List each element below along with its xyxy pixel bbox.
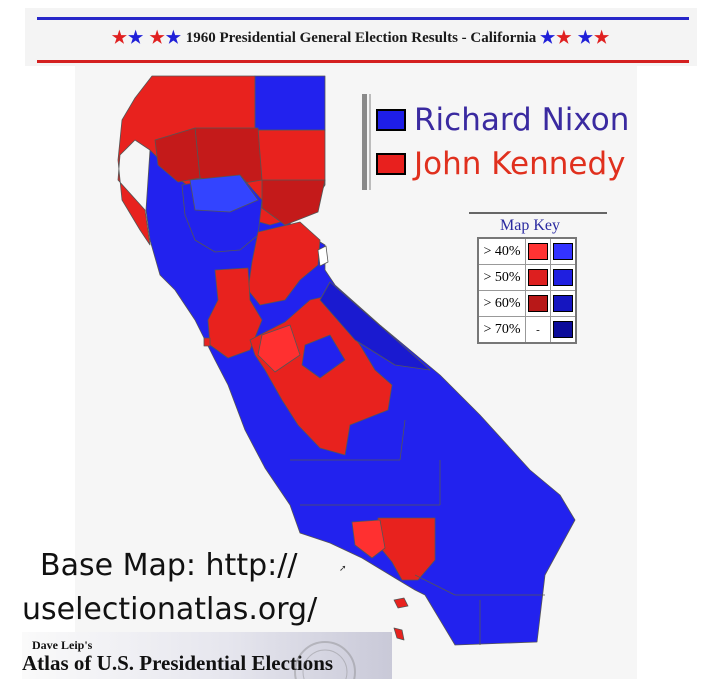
county-trinity (154, 127, 201, 183)
island-santa-catalina (393, 597, 409, 609)
title-text: 1960 Presidential General Election Resul… (185, 30, 537, 46)
swatch-nixon-40 (553, 243, 573, 260)
map-key-rule (469, 212, 607, 214)
legend-item-nixon: Richard Nixon (376, 100, 629, 140)
atlas-banner-title: Atlas of U.S. Presidential Elections (22, 651, 334, 675)
county-region-kennedy-sierra (247, 221, 321, 306)
swatch-nixon-50 (553, 269, 573, 286)
legend-label-kennedy: John Kennedy (414, 146, 626, 182)
page-title: ★★ ★★ 1960 Presidential General Election… (25, 28, 697, 48)
swatch-nixon-70 (553, 321, 573, 338)
swatch-kennedy-40 (528, 243, 548, 260)
legend-bar-inner (369, 94, 371, 190)
swatch-nixon-60 (553, 295, 573, 312)
atlas-banner: Dave Leip's Atlas of U.S. Presidential E… (22, 632, 392, 679)
stars-right-icon: ★★ ★★ (540, 28, 611, 47)
legend-swatch-nixon (376, 109, 406, 131)
county-darker-east (319, 281, 431, 371)
county-region-kennedy-bay (207, 267, 263, 359)
legend-item-kennedy: John Kennedy (376, 144, 626, 184)
county-mariposa (301, 334, 346, 379)
header-rule-blue (37, 17, 689, 20)
county-modoc (254, 75, 326, 131)
map-key-row: > 60% (477, 290, 577, 317)
swatch-kennedy-60 (528, 295, 548, 312)
atlas-banner-sub: Dave Leip's (32, 638, 93, 652)
county-fresno-light (257, 324, 301, 373)
map-key-title: Map Key (500, 217, 560, 234)
island-sf-bay (203, 337, 211, 347)
map-key-row: > 40% (477, 237, 577, 265)
map-key-threshold: > 60% (477, 290, 526, 317)
legend-bar (362, 94, 367, 190)
base-map-line2: uselectionatlas.org/ (22, 592, 318, 627)
lake-tahoe (317, 245, 329, 267)
county-tehama (189, 174, 259, 213)
page-header: ★★ ★★ 1960 Presidential General Election… (25, 8, 697, 66)
map-key-row: > 70% - (477, 316, 577, 344)
map-key-table: > 40% > 50% > 60% > 70% - (477, 237, 577, 344)
map-key-threshold: > 70% (477, 316, 526, 344)
base-map-credit: Base Map: http:// uselectionatlas.org/ (22, 544, 317, 632)
legend-swatch-kennedy (376, 153, 406, 175)
stars-left-icon: ★★ ★★ (111, 28, 182, 47)
legend-label-nixon: Richard Nixon (414, 102, 630, 138)
base-map-line1: Base Map: http:// (40, 548, 298, 583)
island-san-clemente (393, 627, 405, 641)
map-pointer-icon: ➚ (339, 564, 347, 574)
county-ventura-light (351, 519, 386, 559)
presidential-seal-icon (294, 641, 356, 679)
county-border-south (290, 419, 545, 645)
swatch-kennedy-50 (528, 269, 548, 286)
map-key-dash: - (536, 323, 540, 336)
header-rule-red (37, 60, 689, 63)
map-key-threshold: > 40% (477, 237, 526, 265)
map-key-threshold: > 50% (477, 264, 526, 291)
map-key: Map Key > 40% > 50% > 60% > 70% - (469, 212, 607, 344)
map-key-row: > 50% (477, 264, 577, 291)
candidate-legend: Richard Nixon John Kennedy (362, 94, 644, 190)
